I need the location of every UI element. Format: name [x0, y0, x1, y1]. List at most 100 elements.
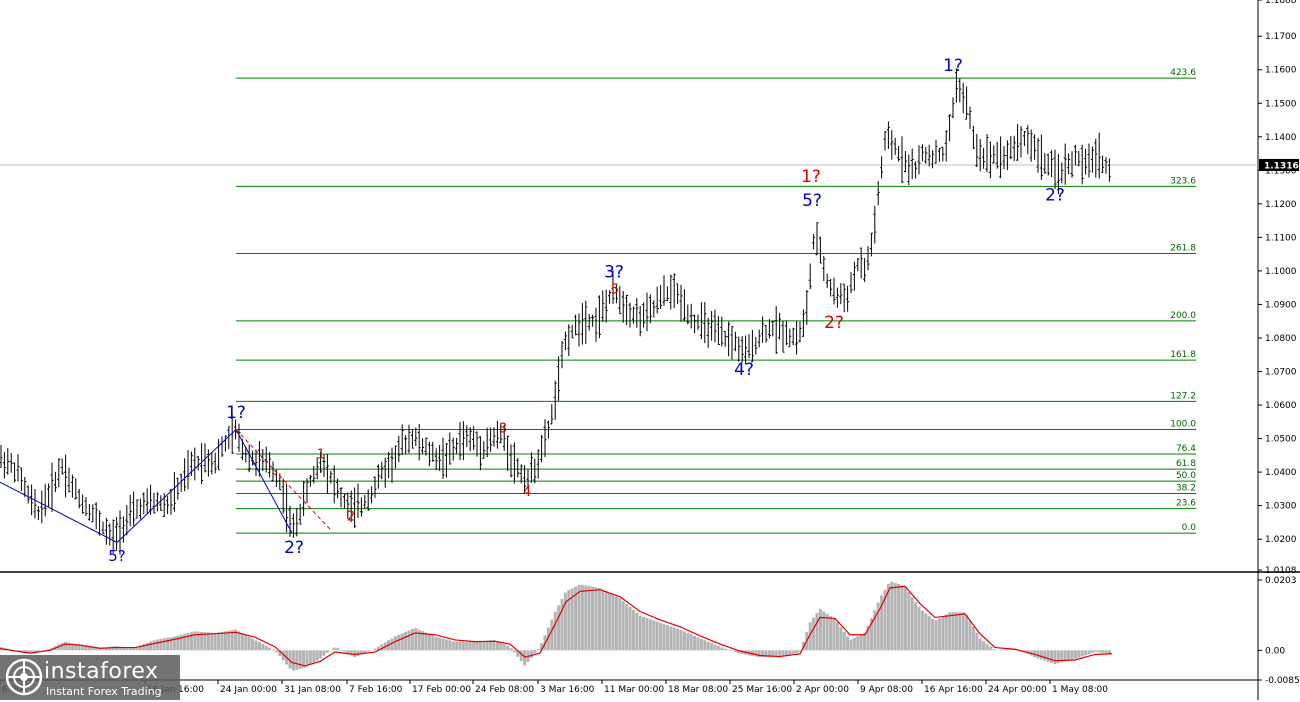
- price-bar: [81, 494, 85, 514]
- price-bar: [410, 428, 414, 449]
- price-bar: [115, 517, 119, 551]
- wave-label: 1?: [801, 167, 821, 187]
- price-bar: [635, 297, 639, 328]
- price-bar: [308, 475, 312, 487]
- price-bar: [2, 451, 6, 479]
- price-bar: [482, 441, 486, 459]
- price-bar: [509, 444, 513, 478]
- price-bar: [693, 314, 697, 334]
- price-bar: [87, 504, 91, 521]
- price-bar: [992, 145, 996, 164]
- price-bar: [465, 425, 469, 447]
- price-bar: [414, 427, 418, 447]
- price-bar: [737, 336, 741, 362]
- price-bar: [999, 136, 1003, 179]
- price-bar: [710, 311, 714, 341]
- price-bar: [1077, 150, 1081, 167]
- price-bar: [988, 141, 992, 179]
- price-bar: [1056, 154, 1060, 194]
- price-bar: [1019, 125, 1023, 158]
- price-bar: [832, 277, 836, 305]
- price-tick-label: 1.0700: [1265, 368, 1297, 378]
- price-bar: [914, 161, 918, 179]
- price-bar: [822, 256, 826, 282]
- fib-level-label: 423.6: [1170, 68, 1196, 78]
- price-bar: [19, 467, 23, 492]
- price-bar: [1070, 151, 1074, 178]
- oscillator-tick-label: 0.0203: [1265, 576, 1297, 586]
- price-tick-label: 1.0900: [1265, 300, 1297, 310]
- price-bar: [604, 289, 608, 323]
- price-bar: [332, 465, 336, 504]
- price-bar: [839, 283, 843, 305]
- price-bar: [1090, 146, 1094, 173]
- price-bar: [237, 423, 241, 452]
- price-bar: [815, 222, 819, 256]
- price-bar: [200, 443, 204, 485]
- price-bar: [597, 295, 601, 339]
- price-bar: [900, 136, 904, 184]
- price-bar: [971, 125, 975, 150]
- price-bar: [356, 483, 360, 519]
- price-bar: [961, 82, 965, 114]
- price-tick-label: 1.1000: [1265, 267, 1297, 277]
- price-bar: [448, 432, 452, 465]
- time-tick-label: 24 Jan 00:00: [220, 685, 277, 695]
- wave-label: 1?: [943, 56, 963, 76]
- price-bar: [795, 320, 799, 355]
- wave-line: [235, 429, 331, 530]
- price-bar: [849, 272, 853, 294]
- price-bar: [353, 487, 357, 528]
- price-bar: [152, 492, 156, 514]
- price-bar: [349, 490, 353, 523]
- price-bar: [50, 462, 54, 512]
- price-bar: [652, 300, 656, 318]
- price-bar: [346, 492, 350, 519]
- price-bar: [16, 454, 20, 482]
- price-bar: [1009, 136, 1013, 160]
- price-bar: [944, 130, 948, 162]
- price-bar: [883, 131, 887, 151]
- price-bar: [1097, 132, 1101, 179]
- price-bar: [818, 236, 822, 264]
- price-bar: [43, 483, 47, 517]
- price-bar: [206, 449, 210, 477]
- price-bar: [431, 441, 435, 462]
- price-bar: [665, 286, 669, 302]
- price-bar: [642, 302, 646, 328]
- price-bar: [699, 302, 703, 340]
- time-tick-label: 9 Apr 08:00: [860, 685, 913, 695]
- time-tick-label: 17 Feb 00:00: [412, 685, 471, 695]
- price-bar: [703, 302, 707, 344]
- price-bar: [727, 321, 731, 357]
- price-bar: [359, 497, 363, 517]
- price-bar: [669, 274, 673, 310]
- price-bar: [77, 488, 81, 509]
- price-bar: [723, 331, 727, 347]
- price-bar: [754, 337, 758, 355]
- price-bar: [271, 461, 275, 482]
- fib-level-label: 323.6: [1170, 176, 1196, 186]
- price-bar: [550, 404, 554, 425]
- price-bar: [1039, 134, 1043, 180]
- price-bar: [747, 333, 751, 359]
- price-bar: [305, 478, 309, 504]
- price-tick-label: 1.1700: [1265, 32, 1297, 42]
- price-bar: [767, 319, 771, 339]
- price-bar: [342, 494, 346, 509]
- current-price-box: [1259, 158, 1299, 171]
- price-bar: [91, 504, 95, 523]
- price-bar: [920, 144, 924, 162]
- price-bar: [631, 306, 635, 324]
- price-bar: [903, 150, 907, 173]
- price-bar: [750, 329, 754, 363]
- price-bar: [30, 484, 34, 516]
- time-tick-label: 16 Apr 16:00: [924, 685, 983, 695]
- price-bar: [519, 464, 523, 484]
- price-tick-label: 1.0200: [1265, 535, 1297, 545]
- price-bar: [227, 426, 231, 450]
- wave-label: 1?: [226, 403, 246, 423]
- price-bar: [1012, 135, 1016, 162]
- price-bar: [492, 427, 496, 447]
